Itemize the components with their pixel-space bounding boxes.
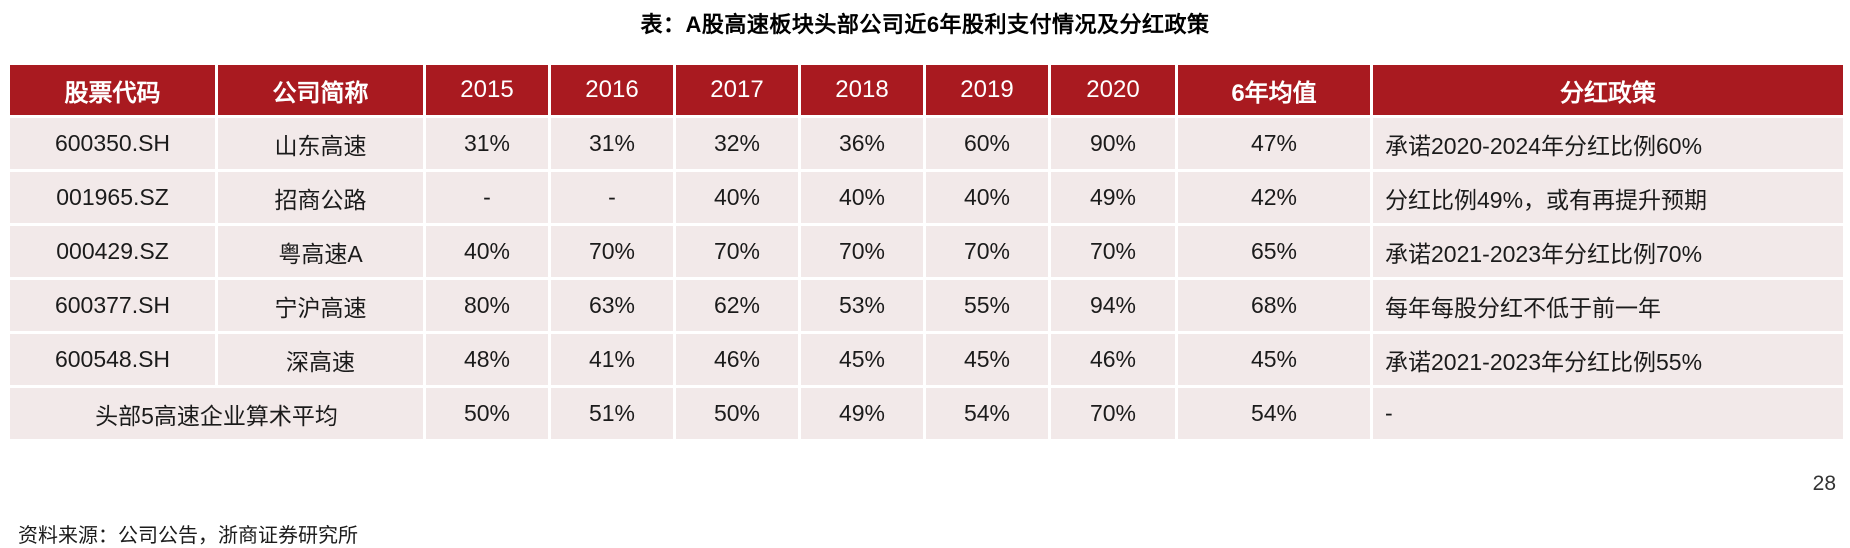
column-header-2018: 2018: [801, 65, 923, 115]
table-cell: 50%: [426, 388, 548, 439]
table-cell: 55%: [926, 280, 1048, 331]
table-row-shandong-expressway: 600350.SH 山东高速 31% 31% 32% 36% 60% 90% 4…: [10, 118, 1843, 169]
table-cell-policy: 每年每股分红不低于前一年: [1373, 280, 1843, 331]
table-cell: 001965.SZ: [10, 172, 215, 223]
table-cell-policy: 承诺2020-2024年分红比例60%: [1373, 118, 1843, 169]
table-cell: 宁沪高速: [218, 280, 423, 331]
table-cell: 65%: [1178, 226, 1370, 277]
table-cell-summary-label: 头部5高速企业算术平均: [10, 388, 423, 439]
table-cell: 41%: [551, 334, 673, 385]
table-row-jiangsu-expressway: 600377.SH 宁沪高速 80% 63% 62% 53% 55% 94% 6…: [10, 280, 1843, 331]
page-number: 28: [1812, 472, 1836, 495]
column-header-2020: 2020: [1051, 65, 1175, 115]
table-cell: -: [426, 172, 548, 223]
table-cell: 000429.SZ: [10, 226, 215, 277]
table-cell: 45%: [801, 334, 923, 385]
table-cell: 40%: [426, 226, 548, 277]
table-cell: 48%: [426, 334, 548, 385]
table-row-shenzhen-expressway: 600548.SH 深高速 48% 41% 46% 45% 45% 46% 45…: [10, 334, 1843, 385]
table-cell: 49%: [801, 388, 923, 439]
column-header-stock-code: 股票代码: [10, 65, 215, 115]
table-cell: 51%: [551, 388, 673, 439]
table-row-guangdong-expressway: 000429.SZ 粤高速A 40% 70% 70% 70% 70% 70% 6…: [10, 226, 1843, 277]
column-header-2019: 2019: [926, 65, 1048, 115]
table-cell: 70%: [676, 226, 798, 277]
table-cell: 80%: [426, 280, 548, 331]
table-cell-policy: -: [1373, 388, 1843, 439]
table-cell: 深高速: [218, 334, 423, 385]
column-header-dividend-policy: 分红政策: [1373, 65, 1843, 115]
table-cell: 60%: [926, 118, 1048, 169]
source-note: 资料来源：公司公告，浙商证券研究所: [18, 525, 358, 547]
table-cell: 54%: [926, 388, 1048, 439]
table-cell-policy: 承诺2021-2023年分红比例55%: [1373, 334, 1843, 385]
table-cell: 31%: [426, 118, 548, 169]
table-cell: 70%: [1051, 388, 1175, 439]
table-cell-policy: 承诺2021-2023年分红比例70%: [1373, 226, 1843, 277]
table-cell: 600350.SH: [10, 118, 215, 169]
table-cell: 40%: [926, 172, 1048, 223]
table-cell: 40%: [676, 172, 798, 223]
table-cell: 70%: [1051, 226, 1175, 277]
table-row-china-merchants-expressway: 001965.SZ 招商公路 - - 40% 40% 40% 49% 42% 分…: [10, 172, 1843, 223]
table-cell: 70%: [551, 226, 673, 277]
table-cell: 70%: [801, 226, 923, 277]
table-cell: 45%: [1178, 334, 1370, 385]
table-cell: 招商公路: [218, 172, 423, 223]
table-cell: 36%: [801, 118, 923, 169]
table-cell: 50%: [676, 388, 798, 439]
table-cell: 70%: [926, 226, 1048, 277]
table-cell: 46%: [1051, 334, 1175, 385]
table-cell: 600377.SH: [10, 280, 215, 331]
table-cell: 68%: [1178, 280, 1370, 331]
header-row: 股票代码 公司简称 2015 2016 2017 2018 2019 2020 …: [10, 65, 1843, 115]
table-cell: 42%: [1178, 172, 1370, 223]
table-title: 表：A股高速板块头部公司近6年股利支付情况及分红政策: [640, 12, 1210, 37]
column-header-2017: 2017: [676, 65, 798, 115]
table-cell: 山东高速: [218, 118, 423, 169]
table-cell: 53%: [801, 280, 923, 331]
table-cell: 54%: [1178, 388, 1370, 439]
column-header-company-name: 公司简称: [218, 65, 423, 115]
table-cell: 31%: [551, 118, 673, 169]
table-cell: 40%: [801, 172, 923, 223]
column-header-2015: 2015: [426, 65, 548, 115]
table-cell: 32%: [676, 118, 798, 169]
table-cell: 94%: [1051, 280, 1175, 331]
table-cell: 47%: [1178, 118, 1370, 169]
dividend-payout-table: 股票代码 公司简称 2015 2016 2017 2018 2019 2020 …: [7, 62, 1846, 442]
table-row-arithmetic-average: 头部5高速企业算术平均 50% 51% 50% 49% 54% 70% 54% …: [10, 388, 1843, 439]
table-cell: 63%: [551, 280, 673, 331]
table-cell: 46%: [676, 334, 798, 385]
table-cell: -: [551, 172, 673, 223]
table-cell: 600548.SH: [10, 334, 215, 385]
table-cell: 90%: [1051, 118, 1175, 169]
table-cell-policy: 分红比例49%，或有再提升预期: [1373, 172, 1843, 223]
column-header-6yr-average: 6年均值: [1178, 65, 1370, 115]
table-cell: 45%: [926, 334, 1048, 385]
column-header-2016: 2016: [551, 65, 673, 115]
table-cell: 粤高速A: [218, 226, 423, 277]
table-cell: 62%: [676, 280, 798, 331]
table-cell: 49%: [1051, 172, 1175, 223]
